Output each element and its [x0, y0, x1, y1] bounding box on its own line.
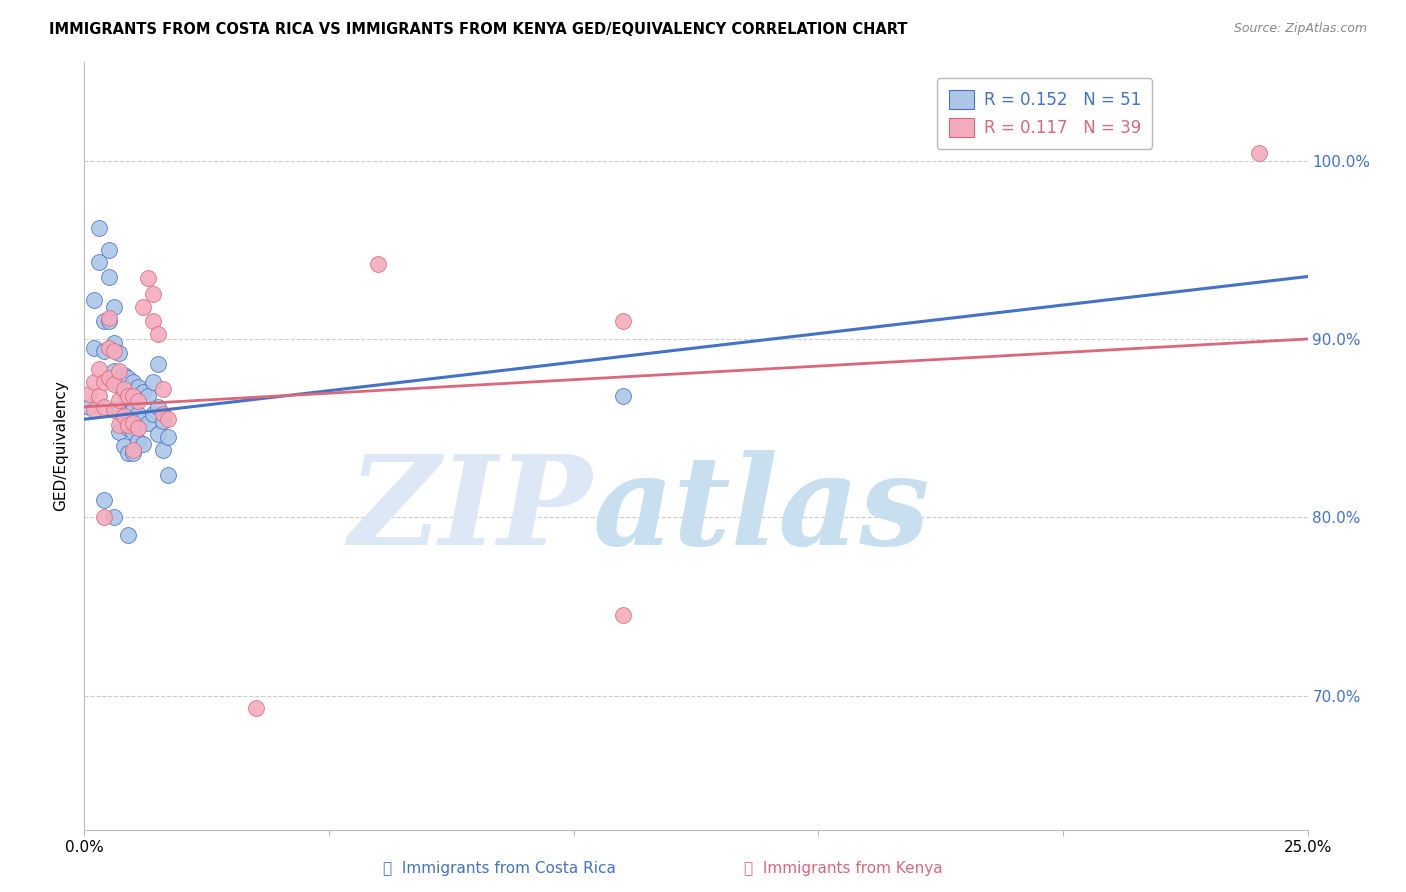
- Point: [112, 382, 135, 396]
- Point: [127, 407, 149, 421]
- Point: [93, 400, 115, 414]
- Text: IMMIGRANTS FROM COSTA RICA VS IMMIGRANTS FROM KENYA GED/EQUIVALENCY CORRELATION : IMMIGRANTS FROM COSTA RICA VS IMMIGRANTS…: [49, 22, 908, 37]
- Point: [112, 439, 135, 453]
- Point: [142, 407, 165, 421]
- Point: [77, 387, 100, 401]
- Point: [1247, 146, 1270, 161]
- Point: [103, 335, 125, 350]
- Point: [367, 257, 389, 271]
- Point: [132, 300, 155, 314]
- Point: [142, 314, 165, 328]
- Point: [103, 376, 125, 391]
- Point: [156, 467, 179, 482]
- Point: [93, 344, 115, 359]
- Legend: R = 0.152   N = 51, R = 0.117   N = 39: R = 0.152 N = 51, R = 0.117 N = 39: [936, 78, 1153, 149]
- Point: [122, 416, 145, 430]
- Point: [87, 255, 110, 269]
- Text: ⬛  Immigrants from Costa Rica: ⬛ Immigrants from Costa Rica: [382, 861, 616, 876]
- Point: [107, 346, 129, 360]
- Point: [97, 314, 120, 328]
- Text: ⬛  Immigrants from Kenya: ⬛ Immigrants from Kenya: [744, 861, 943, 876]
- Point: [87, 389, 110, 403]
- Point: [112, 385, 135, 400]
- Point: [83, 375, 105, 389]
- Point: [117, 371, 139, 385]
- Point: [103, 300, 125, 314]
- Point: [103, 344, 125, 359]
- Point: [93, 314, 115, 328]
- Point: [107, 392, 129, 407]
- Point: [107, 417, 129, 432]
- Point: [122, 400, 145, 414]
- Point: [136, 271, 159, 285]
- Point: [107, 376, 129, 391]
- Point: [146, 357, 169, 371]
- Point: [97, 243, 120, 257]
- Point: [87, 221, 110, 235]
- Point: [132, 385, 155, 400]
- Point: [107, 401, 129, 416]
- Point: [97, 269, 120, 284]
- Point: [136, 389, 159, 403]
- Point: [122, 375, 145, 389]
- Point: [152, 382, 174, 396]
- Point: [142, 375, 165, 389]
- Point: [77, 400, 100, 414]
- Point: [103, 403, 125, 417]
- Text: Source: ZipAtlas.com: Source: ZipAtlas.com: [1233, 22, 1367, 36]
- Point: [136, 416, 159, 430]
- Point: [117, 417, 139, 432]
- Point: [156, 412, 179, 426]
- Text: atlas: atlas: [592, 450, 929, 572]
- Point: [93, 375, 115, 389]
- Point: [122, 403, 145, 417]
- Point: [152, 414, 174, 428]
- Point: [612, 608, 634, 623]
- Point: [127, 380, 149, 394]
- Point: [142, 287, 165, 301]
- Point: [127, 434, 149, 448]
- Point: [612, 314, 634, 328]
- Point: [122, 446, 145, 460]
- Point: [103, 364, 125, 378]
- Point: [127, 421, 149, 435]
- Point: [93, 492, 115, 507]
- Y-axis label: GED/Equivalency: GED/Equivalency: [53, 381, 69, 511]
- Point: [117, 389, 139, 403]
- Point: [146, 426, 169, 441]
- Point: [97, 341, 120, 355]
- Point: [83, 341, 105, 355]
- Point: [127, 394, 149, 409]
- Point: [112, 410, 135, 425]
- Point: [117, 446, 139, 460]
- Point: [83, 293, 105, 307]
- Point: [117, 528, 139, 542]
- Text: ZIP: ZIP: [349, 450, 592, 572]
- Point: [83, 403, 105, 417]
- Point: [117, 398, 139, 412]
- Point: [103, 510, 125, 524]
- Point: [612, 389, 634, 403]
- Point: [107, 425, 129, 439]
- Point: [93, 510, 115, 524]
- Point: [122, 425, 145, 439]
- Point: [152, 442, 174, 457]
- Point: [245, 701, 267, 715]
- Point: [156, 430, 179, 444]
- Point: [146, 326, 169, 341]
- Point: [132, 437, 155, 451]
- Point: [122, 442, 145, 457]
- Point: [97, 310, 120, 325]
- Point: [146, 400, 169, 414]
- Point: [87, 362, 110, 376]
- Point: [117, 421, 139, 435]
- Point: [97, 371, 120, 385]
- Point: [112, 409, 135, 423]
- Point: [152, 407, 174, 421]
- Point: [132, 412, 155, 426]
- Point: [107, 364, 129, 378]
- Point: [112, 368, 135, 382]
- Point: [122, 389, 145, 403]
